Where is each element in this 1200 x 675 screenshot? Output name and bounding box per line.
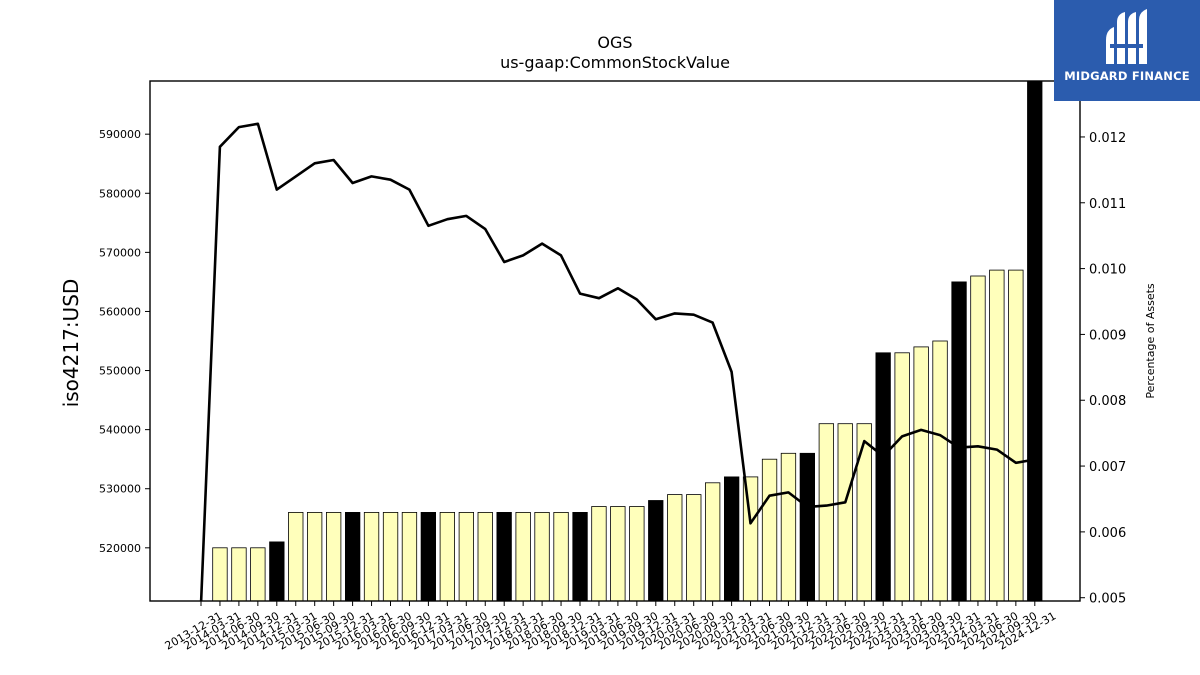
y2-tick-label: 0.006	[1089, 526, 1126, 541]
y-tick-label: 580000	[99, 187, 141, 200]
bar-2014-09-30	[250, 547, 266, 602]
bar-2015-12-31	[344, 512, 361, 602]
y-tick-label: 540000	[99, 424, 141, 437]
bar-2024-09-30	[1008, 269, 1024, 602]
bar-2014-03-31	[212, 547, 228, 602]
midgard-logo-icon	[1106, 9, 1147, 64]
bar-2015-06-30	[306, 512, 323, 602]
y-tick-label: 590000	[99, 128, 141, 141]
bar-2017-06-30	[458, 512, 475, 602]
bar-2021-12-31	[799, 452, 815, 602]
y2-tick-label: 0.012	[1089, 131, 1126, 146]
y-tick-label: 570000	[99, 246, 141, 259]
bar-2016-12-31	[420, 512, 437, 602]
y2-tick-label: 0.005	[1089, 592, 1126, 607]
bar-2015-03-31	[288, 512, 304, 602]
bar-2022-12-31	[875, 352, 891, 602]
bar-2024-03-31	[970, 275, 986, 602]
y-tick-label: 520000	[99, 542, 141, 555]
y2-tick-label: 0.010	[1089, 263, 1126, 278]
bar-2018-06-30	[534, 512, 550, 602]
bar-2023-06-30	[913, 346, 929, 602]
bar-2019-03-31	[591, 506, 607, 602]
y2-tick-label: 0.007	[1089, 460, 1126, 475]
bar-2022-03-31	[818, 423, 834, 602]
plot-frame	[149, 80, 1081, 602]
bar-2022-09-30	[856, 423, 872, 602]
bar-2023-12-31	[951, 281, 967, 602]
bar-2016-06-30	[382, 512, 399, 602]
y2-tick-label: 0.008	[1089, 394, 1126, 409]
bar-2020-12-31	[724, 476, 740, 602]
bar-2020-09-30	[705, 482, 721, 602]
y2-axis-label: Percentage of Assets	[1144, 283, 1157, 399]
bar-2014-12-31	[269, 541, 285, 602]
y2-tick-label: 0.009	[1089, 328, 1126, 343]
bar-2016-09-30	[401, 512, 418, 602]
bar-2017-12-31	[496, 512, 512, 602]
bar-2014-06-30	[231, 547, 247, 602]
percentage-of-assets-line	[199, 122, 1036, 601]
y-tick-label: 550000	[99, 365, 141, 378]
y-axis-label: iso4217:USD	[59, 279, 83, 408]
bar-2015-09-30	[325, 512, 342, 602]
bar-2021-06-30	[761, 458, 778, 602]
bar-2020-03-31	[667, 494, 683, 602]
bar-2019-09-30	[629, 506, 645, 602]
y2-tick-label: 0.011	[1089, 197, 1126, 212]
brand-logo: MIDGARD FINANCE	[1054, 0, 1200, 101]
line-series	[199, 122, 1036, 601]
bar-2021-09-30	[780, 452, 797, 602]
bar-2022-06-30	[837, 423, 853, 602]
y-tick-label: 560000	[99, 305, 141, 318]
bar-2020-06-30	[686, 494, 702, 602]
bar-2018-03-31	[515, 512, 531, 602]
bar-2021-03-31	[742, 476, 759, 602]
bar-2017-03-31	[439, 512, 456, 602]
bar-series	[212, 80, 1043, 602]
y-tick-label: 530000	[99, 483, 141, 496]
bar-2016-03-31	[363, 512, 380, 602]
bar-2023-03-31	[894, 352, 910, 602]
bar-2019-12-31	[648, 500, 664, 602]
bar-2017-09-30	[477, 512, 493, 602]
chart-subtitle: us-gaap:CommonStockValue	[500, 53, 730, 72]
logo-text: MIDGARD FINANCE	[1064, 69, 1190, 83]
bar-2018-09-30	[553, 512, 569, 602]
chart-title: OGS	[597, 33, 632, 52]
bar-2019-06-30	[610, 506, 626, 602]
bar-2024-12-31	[1027, 80, 1043, 602]
bar-2024-06-30	[989, 269, 1005, 602]
bar-2023-09-30	[932, 340, 948, 602]
bar-2018-12-31	[572, 512, 588, 602]
